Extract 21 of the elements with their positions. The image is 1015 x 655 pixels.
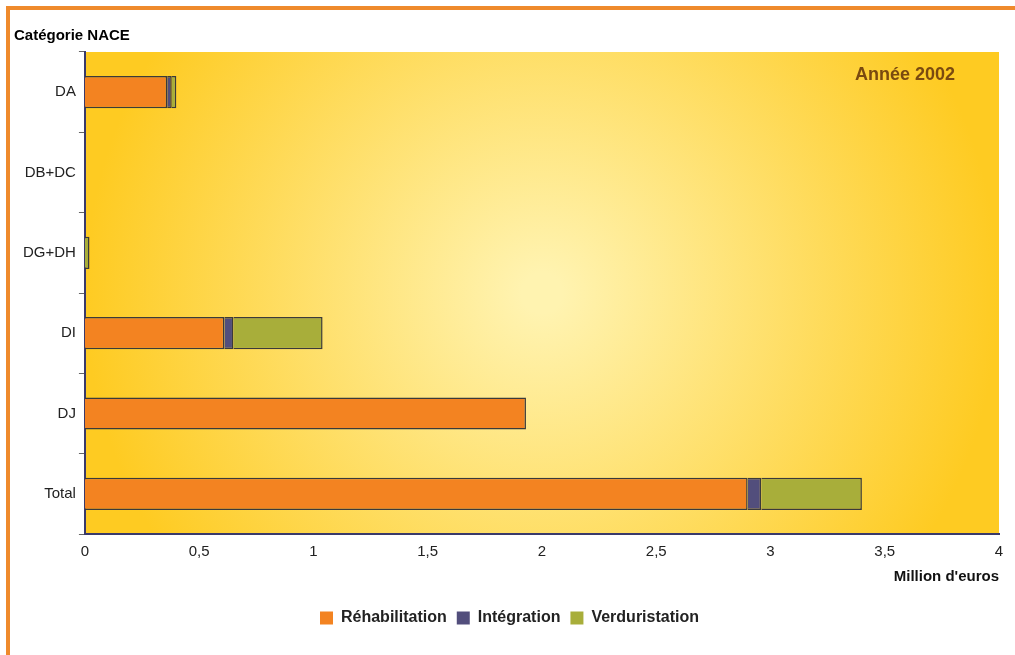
x-tick-label: 2,5 xyxy=(645,542,667,560)
y-tick-label: Total xyxy=(44,483,76,501)
legend-label: Réhabilitation xyxy=(340,608,447,626)
x-tick-label: 3 xyxy=(766,542,775,560)
x-tick-label: 1,5 xyxy=(417,542,439,560)
y-tick-label: DJ xyxy=(57,403,76,421)
annotation: Année 2002 xyxy=(854,63,955,84)
y-tick-label: DB+DC xyxy=(24,162,77,180)
x-axis-title: Million d'euros xyxy=(893,567,999,585)
y-tick-label: DI xyxy=(60,323,76,341)
y-tick-label: DA xyxy=(55,82,76,100)
legend-label: Intégration xyxy=(477,608,561,626)
x-tick-label: 0 xyxy=(80,542,90,560)
legend-label: Verduristation xyxy=(591,608,700,626)
x-tick-label: 1 xyxy=(309,542,318,560)
x-tick-label: 4 xyxy=(994,542,1004,560)
x-tick-label: 0,5 xyxy=(188,542,210,560)
y-tick-label: DG+DH xyxy=(22,242,76,260)
x-tick-label: 3,5 xyxy=(874,542,896,560)
x-tick-label: 2 xyxy=(537,542,547,560)
y-axis-title: Catégorie NACE xyxy=(14,26,130,43)
